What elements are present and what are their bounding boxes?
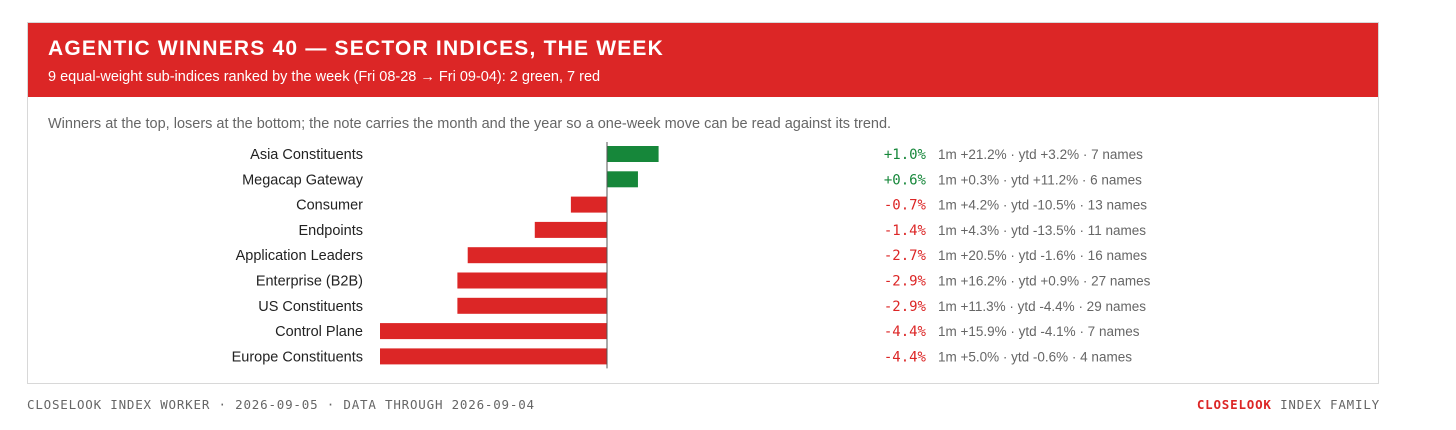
value-label: -2.9% [884,274,927,290]
chart-subtitle: 9 equal-weight sub-indices ranked by the… [48,69,601,85]
row-note: 1m +21.2% · ytd +3.2% · 7 names [938,147,1143,162]
category-label: Megacap Gateway [242,172,364,188]
value-label: -4.4% [884,324,927,340]
bar [467,247,607,264]
row-note: 1m +4.3% · ytd -13.5% · 11 names [938,223,1146,238]
value-label: +0.6% [884,172,927,188]
row-note: 1m +0.3% · ytd +11.2% · 6 names [938,172,1142,187]
value-label: -2.9% [884,299,927,315]
row-note: 1m +11.3% · ytd -4.4% · 29 names [938,299,1146,314]
bar-chart: Asia Constituents +1.0% 1m +21.2% · ytd +3… [232,142,1151,369]
value-label: +1.0% [884,147,927,163]
footer-family-label: INDEX FAMILY [1280,397,1380,412]
footer-index-family: CLOSELOOK INDEX FAMILY [1197,397,1380,412]
category-label: Europe Constituents [232,349,363,365]
value-label: -2.7% [884,248,927,264]
row-note: 1m +15.9% · ytd -4.1% · 7 names [938,324,1140,339]
bar [534,221,607,238]
bar [607,146,659,162]
bar [607,171,638,188]
value-label: -1.4% [884,223,927,239]
category-label: Asia Constituents [250,147,363,163]
category-label: Consumer [296,198,363,214]
bar [570,196,607,213]
row-note: 1m +16.2% · ytd +0.9% · 27 names [938,274,1151,289]
bar [457,297,607,314]
bar [457,272,607,289]
title-banner: AGENTIC WINNERS 40 — SECTOR INDICES, THE… [28,23,1378,97]
category-label: Application Leaders [236,248,363,264]
row-note: 1m +5.0% · ytd -0.6% · 4 names [938,349,1132,364]
footer-credit: CLOSELOOK INDEX WORKER · 2026-09-05 · DA… [27,397,535,412]
category-label: Enterprise (B2B) [256,274,363,290]
chart-card: AGENTIC WINNERS 40 — SECTOR INDICES, THE… [27,22,1379,384]
category-label: US Constituents [258,299,363,315]
value-label: -0.7% [884,198,927,214]
chart-intro-note: Winners at the top, losers at the bottom… [48,116,892,132]
bar [380,348,607,365]
category-label: Control Plane [275,324,363,340]
row-note: 1m +4.2% · ytd -10.5% · 13 names [938,198,1147,213]
value-label: -4.4% [884,349,927,365]
chart-title: AGENTIC WINNERS 40 — SECTOR INDICES, THE… [48,37,665,60]
footer-brand: CLOSELOOK [1196,397,1272,412]
category-label: Endpoints [299,223,364,239]
bar [380,323,607,340]
row-note: 1m +20.5% · ytd -1.6% · 16 names [938,248,1147,263]
